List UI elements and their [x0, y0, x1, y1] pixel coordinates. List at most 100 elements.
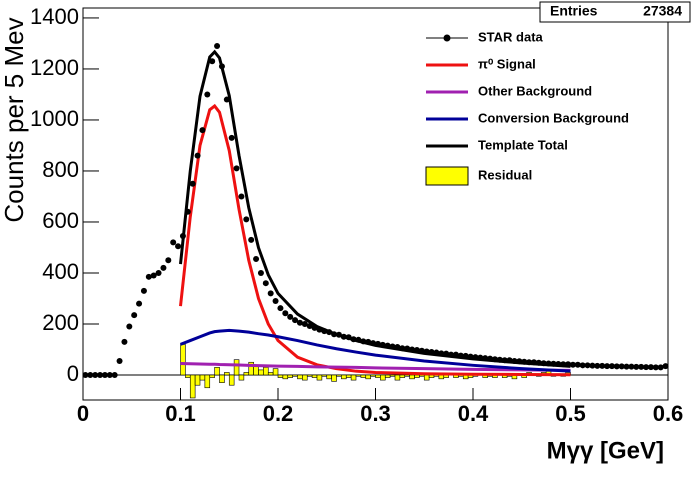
residual-bar	[394, 374, 401, 381]
residual-bar	[219, 374, 225, 383]
data-point	[477, 354, 484, 361]
data-point	[652, 364, 659, 371]
data-point	[282, 310, 289, 317]
data-point	[326, 329, 333, 336]
stats-box	[539, 1, 691, 23]
residual-bar	[228, 374, 235, 386]
data-point	[238, 193, 245, 200]
data-point	[111, 372, 118, 379]
data-point	[370, 340, 377, 347]
residual-bar	[409, 374, 415, 380]
stats-value: 27384	[643, 3, 682, 19]
x-axis-label: Mγγ [GeV]	[547, 437, 664, 464]
data-point	[214, 43, 221, 50]
data-point	[272, 298, 279, 305]
residual-bar	[365, 374, 371, 380]
data-point	[540, 360, 547, 367]
y-tick-label: 0	[67, 361, 79, 386]
data-point	[521, 358, 528, 365]
residual-bar	[360, 374, 367, 378]
data-point	[136, 300, 143, 307]
data-point	[482, 355, 489, 362]
data-point	[374, 340, 381, 347]
data-point	[335, 331, 342, 338]
data-point	[613, 363, 620, 370]
data-point	[179, 233, 186, 240]
data-point	[594, 362, 601, 369]
residual-bar	[238, 374, 245, 381]
data-point	[306, 323, 313, 330]
data-point	[389, 343, 396, 350]
y-tick-label: 600	[42, 208, 79, 233]
data-point	[516, 358, 523, 365]
residual-bar	[189, 374, 196, 399]
data-point	[657, 364, 664, 371]
legend-label: Residual	[478, 167, 532, 182]
residual-bar	[204, 374, 211, 389]
data-point	[365, 338, 372, 345]
data-point	[633, 363, 640, 370]
residual-bar	[355, 374, 362, 377]
data-point	[438, 350, 445, 357]
y-tick-label: 1000	[30, 106, 79, 131]
residual-bar	[341, 374, 347, 380]
legend-swatch	[425, 166, 469, 186]
data-point	[121, 338, 128, 345]
residual-bar	[370, 374, 376, 377]
data-point	[423, 348, 430, 355]
data-point	[604, 363, 611, 370]
data-point	[321, 328, 328, 335]
data-point	[638, 363, 645, 370]
data-point	[116, 357, 123, 364]
residual-bar	[345, 374, 352, 378]
data-point	[218, 63, 225, 70]
residual-bar	[350, 374, 357, 381]
data-point	[184, 208, 191, 215]
data-point	[560, 361, 567, 368]
data-point	[491, 356, 498, 363]
curve	[180, 362, 571, 372]
data-point	[384, 342, 391, 349]
residual-bar	[272, 368, 279, 376]
data-point	[526, 359, 533, 366]
residual-bar	[194, 374, 201, 386]
legend-swatch-point	[443, 34, 451, 42]
residual-bar	[384, 374, 391, 378]
x-tick-label: 0.4	[458, 401, 489, 426]
data-point	[311, 324, 318, 331]
residual-bar	[336, 374, 342, 377]
data-point	[175, 243, 182, 250]
data-point	[160, 264, 167, 271]
data-point	[643, 364, 650, 371]
residual-bar	[224, 372, 230, 376]
data-point	[433, 349, 440, 356]
data-point	[404, 345, 411, 352]
data-point	[608, 363, 615, 370]
residual-bar	[302, 374, 308, 381]
residual-bar	[185, 374, 191, 378]
y-tick-label: 1400	[30, 4, 79, 29]
data-point	[140, 287, 147, 294]
residual-bar	[233, 359, 240, 376]
data-point	[345, 334, 352, 341]
residual-bar	[306, 374, 313, 377]
x-tick-label: 0	[77, 401, 89, 426]
residual-bar	[311, 374, 318, 378]
residual-bar	[438, 374, 445, 380]
data-point	[316, 326, 323, 333]
data-point	[350, 336, 357, 343]
data-point	[487, 355, 494, 362]
data-point	[194, 152, 201, 159]
data-point	[209, 58, 216, 65]
x-tick-label: 0.6	[653, 401, 684, 426]
data-point	[535, 359, 542, 366]
data-point	[550, 360, 557, 367]
data-point	[262, 280, 269, 287]
data-point	[92, 372, 99, 379]
data-point	[223, 96, 230, 103]
data-point	[496, 356, 503, 363]
data-point	[131, 312, 138, 319]
data-point	[413, 347, 420, 354]
residual-bar	[326, 374, 332, 380]
